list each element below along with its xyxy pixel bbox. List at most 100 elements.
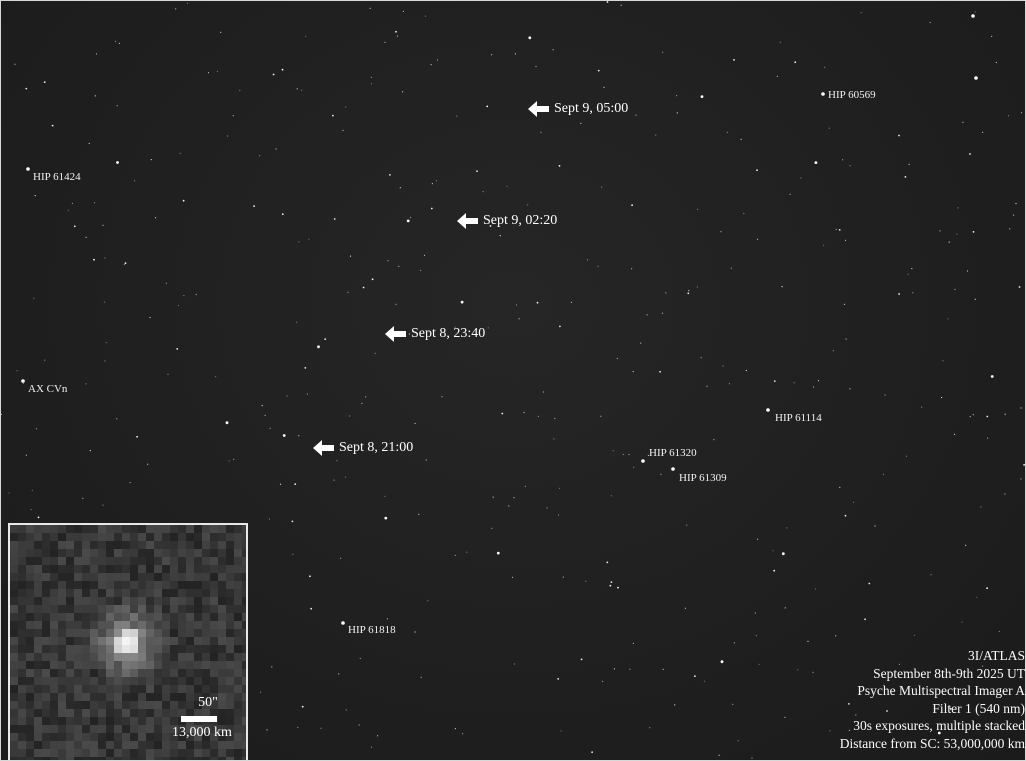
inset-pixel <box>82 573 90 581</box>
inset-pixel <box>10 597 18 605</box>
background-star <box>659 370 661 373</box>
inset-pixel <box>202 541 210 549</box>
background-star <box>942 360 944 362</box>
inset-pixel <box>146 693 154 701</box>
background-star <box>720 231 722 233</box>
inset-pixel <box>26 645 34 653</box>
inset-pixel <box>218 533 226 541</box>
inset-pixel <box>162 717 170 725</box>
inset-pixel <box>34 653 42 661</box>
inset-pixel <box>66 741 74 749</box>
background-star <box>513 497 515 499</box>
inset-pixel <box>234 621 242 629</box>
inset-pixel <box>218 645 226 653</box>
inset-pixel <box>50 645 58 653</box>
inset-pixel <box>74 525 82 533</box>
inset-pixel <box>170 549 178 557</box>
inset-pixel <box>194 613 202 621</box>
inset-pixel <box>170 597 178 605</box>
background-star <box>88 142 90 145</box>
background-star <box>182 199 185 202</box>
inset-pixel <box>154 701 162 709</box>
inset-pixel <box>202 757 210 760</box>
inset-pixel <box>242 645 246 653</box>
inset-pixel <box>226 613 234 621</box>
inset-pixel <box>234 709 242 717</box>
inset-pixel <box>162 525 170 533</box>
inset-pixel <box>114 597 122 605</box>
inset-pixel <box>194 637 202 645</box>
background-star <box>441 396 443 398</box>
inset-pixel <box>138 533 146 541</box>
background-star <box>580 122 582 124</box>
background-star <box>292 553 294 555</box>
inset-pixel <box>18 637 26 645</box>
inset-pixel <box>138 685 146 693</box>
background-star <box>105 342 107 344</box>
inset-pixel <box>74 533 82 541</box>
inset-pixel <box>154 717 162 725</box>
background-star <box>998 630 1001 633</box>
inset-pixel <box>226 573 234 581</box>
inset-pixel <box>218 605 226 613</box>
inset-pixel <box>10 725 18 733</box>
background-star <box>540 131 542 133</box>
background-star <box>632 370 634 373</box>
inset-pixel <box>146 613 154 621</box>
background-star <box>559 325 561 328</box>
inset-pixel <box>194 629 202 637</box>
inset-pixel <box>130 645 138 653</box>
inset-pixel <box>170 669 178 677</box>
background-star <box>647 454 650 456</box>
inset-pixel <box>146 581 154 589</box>
inset-pixel <box>114 685 122 693</box>
background-star <box>849 165 851 167</box>
background-star <box>700 357 702 359</box>
inset-pixel <box>74 725 82 733</box>
background-star <box>848 703 850 705</box>
inset-pixel <box>74 717 82 725</box>
inset-pixel <box>146 701 154 709</box>
inset-pixel <box>122 749 130 757</box>
inset-pixel <box>170 741 178 749</box>
background-star <box>554 417 556 420</box>
inset-pixel <box>154 653 162 661</box>
inset-pixel <box>210 597 218 605</box>
inset-pixel <box>170 677 178 685</box>
background-star <box>431 183 433 185</box>
inset-pixel <box>242 533 246 541</box>
inset-pixel <box>122 533 130 541</box>
background-star <box>1020 478 1022 480</box>
background-star <box>720 660 724 664</box>
inset-pixel <box>178 557 186 565</box>
inset-pixel <box>34 725 42 733</box>
inset-pixel <box>178 741 186 749</box>
background-star <box>402 91 404 93</box>
background-star <box>228 460 230 462</box>
inset-pixel <box>242 685 246 693</box>
background-star <box>974 11 976 13</box>
background-star <box>728 383 731 385</box>
inset-pixel <box>194 589 202 597</box>
inset-pixel <box>194 749 202 757</box>
inset-pixel <box>90 637 98 645</box>
inset-pixel <box>178 565 186 573</box>
inset-pixel <box>26 741 34 749</box>
background-star <box>94 95 96 97</box>
inset-pixel <box>242 637 246 645</box>
inset-pixel <box>186 605 194 613</box>
inset-pixel <box>90 533 98 541</box>
inset-pixel <box>218 541 226 549</box>
background-star <box>333 479 335 481</box>
inset-pixel <box>50 597 58 605</box>
named-star <box>671 467 675 471</box>
background-star <box>686 524 688 526</box>
inset-pixel <box>210 533 218 541</box>
background-star <box>898 663 901 666</box>
background-star <box>384 41 386 44</box>
inset-pixel <box>162 589 170 597</box>
inset-pixel <box>58 573 66 581</box>
background-star <box>260 691 262 693</box>
inset-pixel <box>114 581 122 589</box>
left-arrow-icon <box>313 440 334 456</box>
